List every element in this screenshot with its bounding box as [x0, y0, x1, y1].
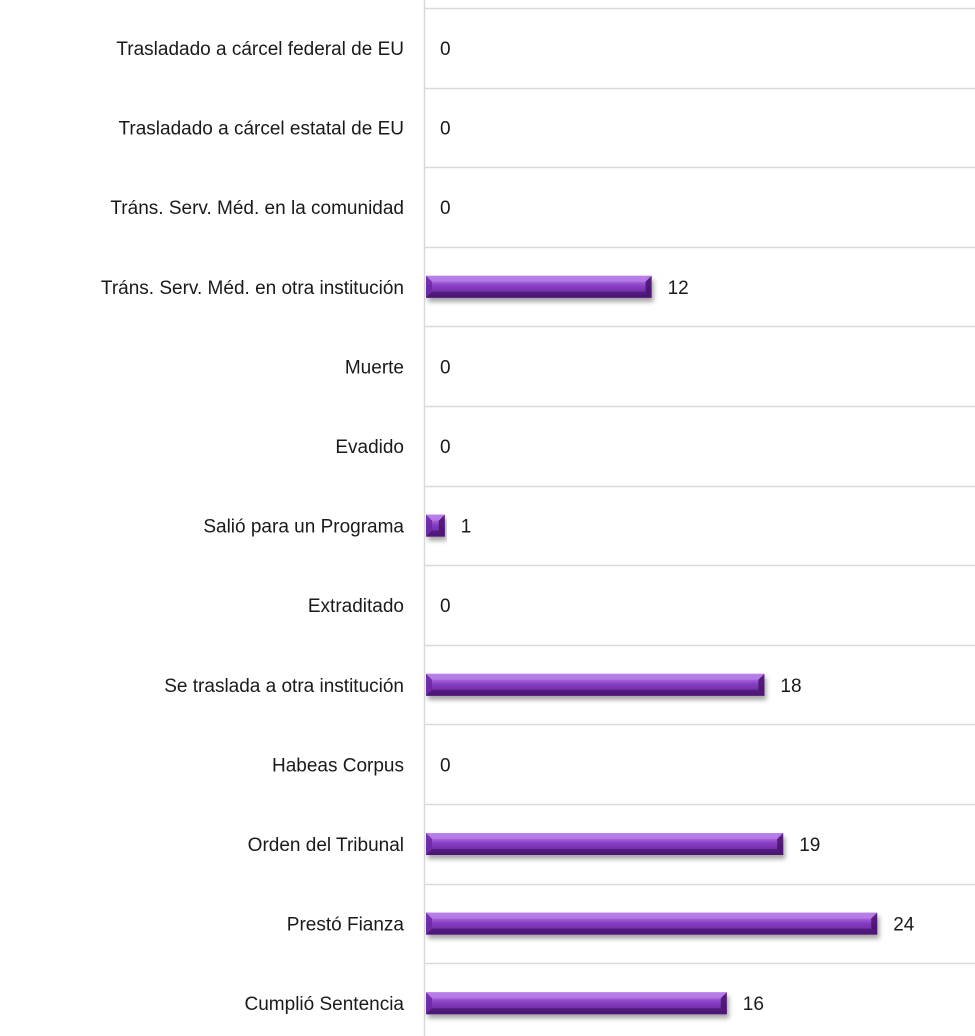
data-label: 0 — [440, 755, 451, 776]
data-label: 24 — [893, 915, 915, 936]
category-label: Trasladado a cárcel estatal de EU — [118, 119, 404, 140]
bar-bevel-right — [777, 833, 784, 855]
bar-bevel-left — [426, 275, 432, 298]
bar-bevel-bottom — [426, 928, 878, 935]
bar-bevel-top — [426, 673, 765, 680]
category-label: Extraditado — [308, 596, 404, 617]
bar — [426, 833, 784, 855]
bar — [426, 275, 652, 298]
data-label: 0 — [440, 119, 451, 140]
category-label: Muerte — [345, 357, 404, 378]
category-label: Salió para un Programa — [203, 517, 404, 538]
bar-bevel-bottom — [426, 849, 784, 855]
category-label: Tráns. Serv. Méd. en la comunidad — [110, 198, 404, 219]
category-label: Tráns. Serv. Méd. en otra institución — [101, 278, 404, 299]
bar — [426, 673, 765, 696]
data-label: 12 — [668, 278, 689, 299]
data-label: 19 — [799, 835, 820, 856]
bar-bevel-bottom — [426, 689, 765, 696]
bar-bevel-left — [426, 673, 432, 696]
category-label: Cumplió Sentencia — [245, 994, 405, 1015]
bar — [426, 912, 878, 935]
data-label: 1 — [461, 517, 472, 538]
data-label: 0 — [440, 39, 451, 60]
data-label: 18 — [780, 676, 801, 697]
category-label: Trasladado a cárcel federal de EU — [116, 39, 404, 60]
category-label: Habeas Corpus — [272, 755, 404, 776]
bar-bevel-left — [426, 912, 432, 935]
gridlines — [423, 0, 975, 1036]
data-label: 0 — [440, 198, 451, 219]
bar-bevel-bottom — [426, 1008, 727, 1015]
bar-bevel-left — [426, 833, 432, 855]
bar-bevel-bottom — [426, 291, 652, 298]
category-labels: Trasladado a cárcel federal de EU Traslad… — [101, 39, 405, 1015]
category-label: Se traslada a otra institución — [164, 676, 404, 697]
bar-bevel-top — [426, 275, 652, 282]
bar-bevel-left — [426, 992, 432, 1015]
bar-bevel-right — [871, 912, 878, 935]
category-label: Prestó Fianza — [287, 915, 405, 936]
bar-bevel-top — [426, 912, 878, 919]
data-label: 0 — [440, 437, 451, 458]
bar — [426, 992, 727, 1015]
bar-bevel-top — [426, 514, 445, 521]
bar-bevel-bottom — [426, 530, 445, 537]
data-label: 16 — [743, 994, 764, 1015]
data-labels: 0 0 0 12 0 0 1 0 18 0 19 24 16 — [440, 39, 915, 1015]
bar — [426, 514, 445, 537]
bar-bevel-top — [426, 833, 784, 839]
bars — [426, 275, 878, 1015]
bar-bevel-left — [426, 514, 432, 537]
bar-bevel-right — [645, 275, 652, 298]
bar-bevel-right — [758, 673, 765, 696]
bar-bevel-right — [438, 514, 445, 537]
category-label: Orden del Tribunal — [248, 835, 404, 856]
bar-bevel-right — [720, 992, 727, 1015]
data-label: 0 — [440, 596, 451, 617]
category-label: Evadido — [335, 437, 404, 458]
bar-bevel-top — [426, 992, 727, 999]
data-label: 0 — [440, 357, 451, 378]
